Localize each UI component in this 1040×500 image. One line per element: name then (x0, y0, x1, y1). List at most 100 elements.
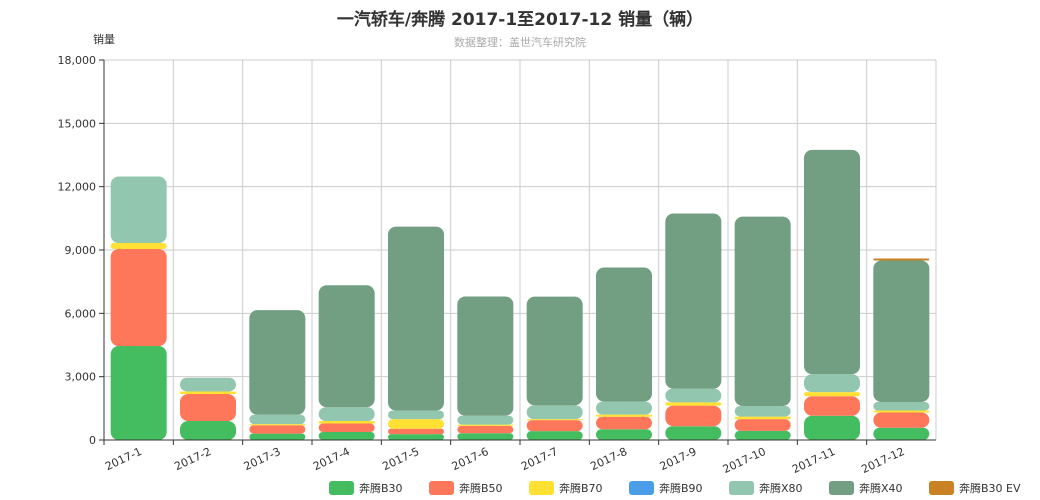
x-tick-label: 2017-8 (588, 445, 629, 473)
x-tick-label: 2017-1 (103, 445, 144, 473)
bar-segment[interactable] (526, 405, 583, 420)
bar-segment[interactable] (388, 428, 444, 435)
bar-segment[interactable] (734, 419, 791, 431)
x-tick-label: 2017-9 (658, 445, 699, 473)
bar-segment[interactable] (665, 426, 722, 440)
bar-segment[interactable] (457, 425, 514, 434)
bar-segment[interactable] (457, 296, 514, 416)
bar-segment[interactable] (596, 267, 652, 402)
bar-segment[interactable] (804, 374, 860, 393)
x-tick-label: 2017-10 (721, 445, 768, 476)
y-axis-label: 销量 (93, 32, 115, 46)
bar-segment[interactable] (596, 401, 652, 415)
bar-segment[interactable] (873, 402, 930, 411)
bar-segment[interactable] (596, 429, 652, 440)
legend-swatch[interactable] (629, 481, 654, 495)
bar-segment[interactable] (249, 414, 306, 425)
legend-label[interactable]: 奔腾X80 (759, 481, 803, 495)
x-tick-label: 2017-2 (172, 445, 213, 473)
bar-segment[interactable] (734, 430, 791, 440)
y-tick-label: 15,000 (58, 117, 97, 130)
y-tick-label: 0 (89, 434, 96, 447)
x-tick-label: 2017-5 (380, 445, 421, 473)
bar-segment[interactable] (526, 296, 583, 406)
grid (104, 59, 937, 440)
legend-swatch[interactable] (329, 481, 354, 495)
bar-segment[interactable] (804, 396, 860, 416)
bar-segment[interactable] (734, 416, 791, 420)
y-tick-label: 18,000 (58, 54, 97, 67)
bar-segment[interactable] (180, 393, 236, 421)
legend-swatch[interactable] (929, 481, 954, 495)
x-tick-label: 2017-3 (242, 445, 283, 473)
bar-segment[interactable] (110, 346, 167, 440)
bar-segment[interactable] (110, 243, 167, 249)
bar-segment[interactable] (873, 258, 930, 261)
x-tick-label: 2017-11 (790, 445, 837, 476)
bar-segment[interactable] (180, 377, 236, 392)
bar-segment[interactable] (318, 421, 375, 424)
bar-segment[interactable] (249, 425, 306, 434)
legend-swatch[interactable] (829, 481, 854, 495)
bar-segment[interactable] (873, 410, 930, 413)
legend: 奔腾B30 奔腾B50 奔腾B70 奔腾B90 奔腾X80 奔腾X40 奔腾B30 EV (329, 481, 1021, 495)
legend-label[interactable]: 奔腾B30 (359, 481, 403, 495)
bar-segment[interactable] (734, 406, 791, 417)
bar-segment[interactable] (249, 433, 306, 440)
bar-segment[interactable] (526, 419, 583, 421)
bar-segment[interactable] (388, 419, 444, 429)
chart-title: 一汽轿车/奔腾 2017-1至2017-12 销量（辆） (337, 9, 703, 30)
chart-subtitle: 数据整理：盖世汽车研究院 (454, 35, 586, 49)
legend-label[interactable]: 奔腾X40 (859, 481, 903, 495)
y-tick-label: 6,000 (65, 307, 97, 320)
bar-segment[interactable] (457, 433, 514, 440)
bar-segment[interactable] (665, 213, 722, 389)
legend-label[interactable]: 奔腾B30 EV (959, 481, 1021, 495)
bar-segment[interactable] (388, 410, 444, 420)
x-tick-label: 2017-6 (450, 445, 491, 473)
bar-segment[interactable] (249, 424, 306, 426)
bar-segment[interactable] (318, 407, 375, 421)
bar-segment[interactable] (734, 216, 791, 407)
bar-segment[interactable] (873, 412, 930, 428)
legend-swatch[interactable] (529, 481, 554, 495)
legend-label[interactable]: 奔腾B50 (459, 481, 503, 495)
bar-segment[interactable] (804, 415, 860, 440)
x-tick-label: 2017-4 (311, 445, 352, 473)
bar-segment[interactable] (110, 248, 167, 347)
bar-segment[interactable] (596, 414, 652, 417)
bar-segment[interactable] (873, 427, 930, 440)
y-tick-label: 12,000 (58, 181, 97, 194)
bar-segment[interactable] (318, 285, 375, 408)
bar-segment[interactable] (457, 424, 514, 426)
bar-segment[interactable] (665, 388, 722, 403)
x-tick-label: 2017-12 (859, 445, 906, 476)
bar-segment[interactable] (665, 405, 722, 427)
bar-segment[interactable] (804, 149, 860, 375)
bars (110, 149, 930, 440)
bar-segment[interactable] (388, 226, 444, 411)
bar-segment[interactable] (110, 176, 167, 244)
y-tick-label: 3,000 (65, 371, 97, 384)
legend-swatch[interactable] (729, 481, 754, 495)
legend-swatch[interactable] (429, 481, 454, 495)
bar-segment[interactable] (318, 431, 375, 440)
bar-segment[interactable] (873, 260, 930, 402)
bar-segment[interactable] (388, 434, 444, 440)
legend-label[interactable]: 奔腾B70 (559, 481, 603, 495)
bar-segment[interactable] (526, 420, 583, 432)
bar-segment[interactable] (596, 416, 652, 430)
x-tick-label: 2017-7 (519, 445, 560, 473)
bar-segment[interactable] (318, 423, 375, 432)
bar-segment[interactable] (457, 415, 514, 425)
bar-segment[interactable] (804, 392, 860, 397)
bar-segment[interactable] (526, 431, 583, 440)
bar-segment[interactable] (180, 421, 236, 440)
bar-segment[interactable] (249, 310, 306, 415)
bar-segment[interactable] (180, 391, 236, 394)
bar-segment[interactable] (665, 402, 722, 406)
legend-label[interactable]: 奔腾B90 (659, 481, 703, 495)
y-tick-label: 9,000 (65, 244, 97, 257)
